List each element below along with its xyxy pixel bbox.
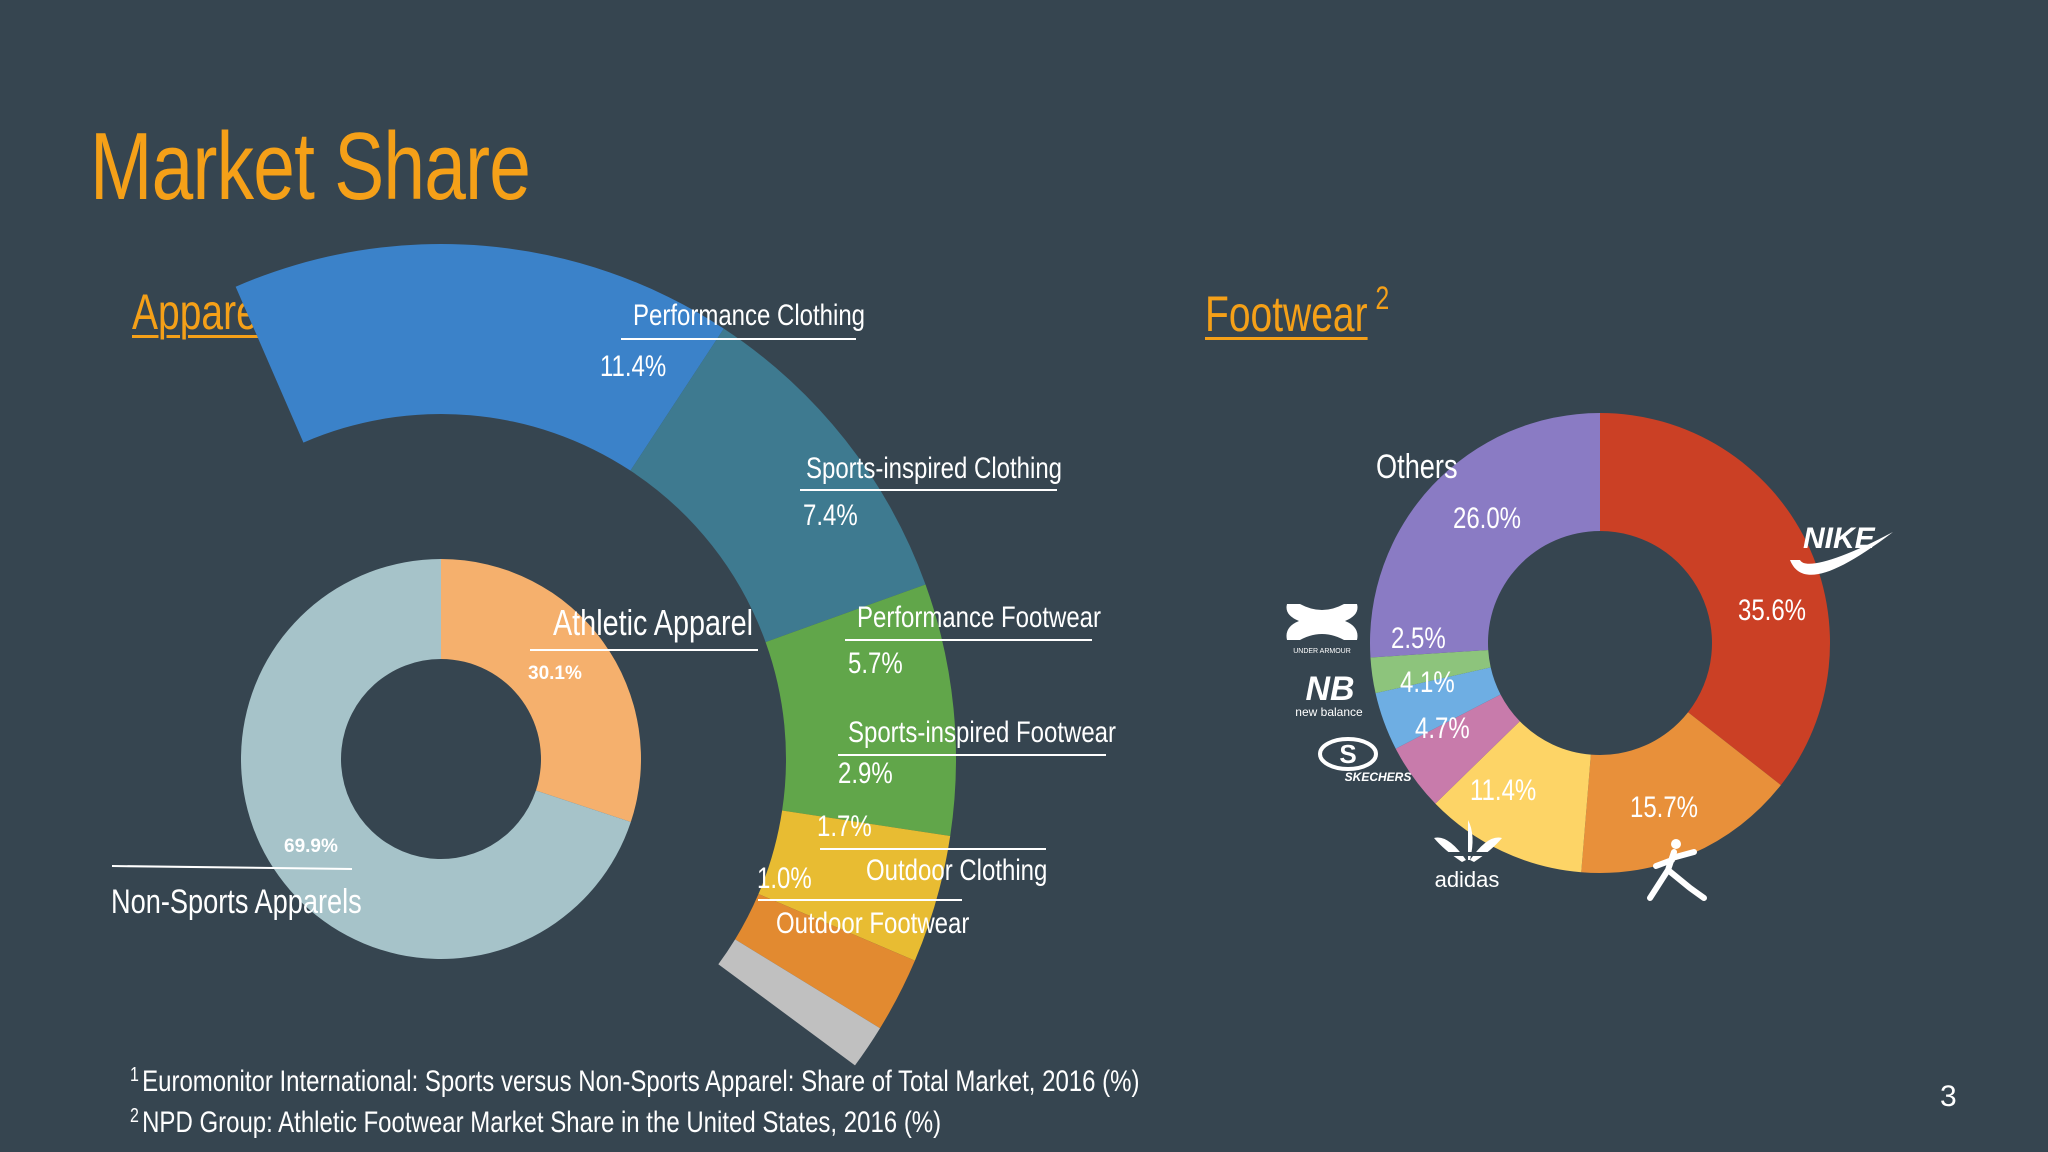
jumpman-logo-icon [1647,839,1707,901]
slice-skechers [1395,694,1520,804]
arc-segment-performance-clothing [235,243,724,471]
footnote-1-text: Euromonitor International: Sports versus… [142,1065,1140,1098]
slice-adidas [1435,721,1591,873]
slice-new-balance [1375,667,1501,749]
category-label-outdoor-clothing: Outdoor Clothing [866,852,1047,886]
slice-others [1370,413,1600,658]
footwear-donut-chart: 35.6% 15.7% 11.4%4.7% 4.1% 2.5% 26.0% Others [1370,413,1830,873]
leader-line-non-sports-apparels [111,865,353,870]
data-label-sports-inspired-clothing: 7.4% [803,497,858,531]
footwear-heading: Footwear 2 [1205,280,1389,343]
apparel-donut-chart: 30.1% Athletic Apparel 69.9% Non-Sports App… [111,559,758,959]
adidas-logo-text: adidas [1435,867,1500,892]
nike-logo-text: NIKE [1803,522,1876,555]
category-label-outdoor-footwear: Outdoor Footwear [776,905,969,939]
category-label-non-sports-apparels: Non-Sports Apparels [111,882,362,921]
new-balance-logo-mark: NB [1305,670,1354,708]
under-armour-logo-text: UNDER ARMOUR [1293,648,1351,655]
data-label-under-armour: 2.5% [1391,620,1446,654]
data-label-nike: 35.6% [1738,592,1806,626]
footwear-heading-text: Footwear [1205,286,1368,342]
new-balance-logo-text: new balance [1295,705,1363,719]
category-label-performance-clothing: Performance Clothing [633,297,865,331]
skechers-logo-mark: S [1339,739,1356,769]
slice-non-sports-apparels [240,559,631,959]
page-number: 3 [1940,1080,1957,1113]
category-label-athletic-apparel: Athletic Apparel [553,602,753,643]
data-label-outdoor-footwear: 1.0% [757,860,812,894]
category-label-sports-inspired-clothing: Sports-inspired Clothing [806,450,1062,484]
arc-segment-sports-inspired-clothing [630,328,926,643]
data-label-performance-footwear: 5.7% [848,645,903,679]
footwear-footnote-ref: 2 [1375,280,1390,316]
page-title: Market Share [90,113,531,220]
nike-logo-icon: NIKE [1790,522,1893,575]
footnote-2-text: NPD Group: Athletic Footwear Market Shar… [142,1106,942,1139]
data-label-outdoor-clothing: 1.7% [817,808,872,842]
footnote-2: 2 NPD Group: Athletic Footwear Market Sha… [130,1099,1139,1140]
data-label-others: 26.0% [1453,500,1521,534]
data-label-sports-inspired-footwear: 2.9% [838,755,893,789]
data-label-non-sports-apparels: 69.9% [284,836,338,857]
data-label-skechers: 4.7% [1415,710,1470,744]
footnote-1-number: 1 [130,1064,139,1086]
footnote-1: 1 Euromonitor International: Sports versu… [130,1058,1139,1099]
category-label-performance-footwear: Performance Footwear [857,599,1101,633]
data-label-jordan: 15.7% [1630,789,1698,823]
adidas-logo-icon: adidas [1434,820,1502,892]
athletic-breakdown-arc-chart: 11.4% Performance Clothing 7.4% Sports-insp… [235,243,1116,1066]
arc-segment-outdoor-footwear [718,939,881,1066]
skechers-logo-text: SKECHERS [1345,770,1412,784]
data-label-new-balance: 4.1% [1400,664,1455,698]
slice-jordan [1581,712,1781,873]
slice-under-armour [1370,650,1491,694]
under-armour-logo-icon: UNDER ARMOUR [1286,604,1358,655]
footnotes: 1 Euromonitor International: Sports versu… [130,1058,1139,1140]
slice-athletic-apparel [441,559,641,822]
data-label-adidas: 11.4% [1470,772,1536,806]
arc-segment-performance-footwear [765,584,956,836]
slice-nike [1600,413,1830,786]
footnote-2-number: 2 [130,1105,139,1127]
category-label-others: Others [1376,447,1458,486]
arc-segment-outdoor-clothing [735,894,915,1029]
category-label-sports-inspired-footwear: Sports-inspired Footwear [848,714,1116,748]
data-label-performance-clothing: 11.4% [600,348,666,382]
data-label-athletic-apparel: 30.1% [528,663,582,684]
